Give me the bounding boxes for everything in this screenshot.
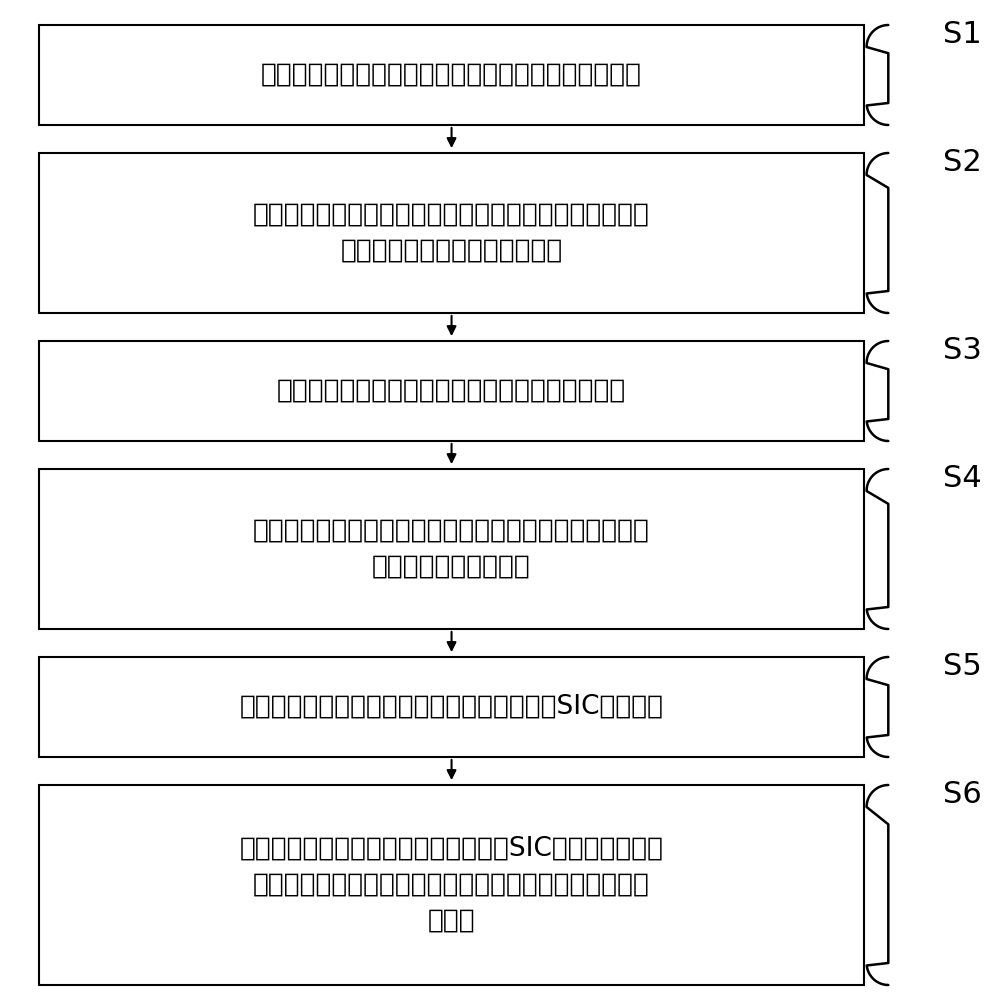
Bar [39, 25, 863, 125]
Text: S5: S5 [942, 652, 980, 681]
Text: 通过对估计的信道进行奇异值分解，得到模拟收发机；: 通过对估计的信道进行奇异值分解，得到模拟收发机； [260, 62, 642, 88]
Bar [39, 469, 863, 629]
Bar [39, 153, 863, 313]
Text: S4: S4 [942, 464, 980, 493]
Text: S6: S6 [942, 780, 980, 809]
Text: 对所述模拟收发机构造出等效的传输信道，通过所述等效
的传输信道初始化数字发射机；: 对所述模拟收发机构造出等效的传输信道，通过所述等效 的传输信道初始化数字发射机； [252, 202, 650, 264]
Text: 通过更新所述数字发射机，计算得到数字接收机；: 通过更新所述数字发射机，计算得到数字接收机； [277, 378, 625, 404]
Text: S1: S1 [942, 20, 980, 49]
Bar [39, 341, 863, 441]
Text: 计算所述模拟接收机、数字接收机以及SIC接收机的乘积以
及所述模拟发射机与数字发射机的乘积，设计得到混合收
发机。: 计算所述模拟接收机、数字接收机以及SIC接收机的乘积以 及所述模拟发射机与数字发… [240, 836, 663, 934]
Text: S3: S3 [942, 336, 980, 365]
Bar [39, 785, 863, 985]
Text: 对所述自干扰等效信道进行奇异值分解，得到SIC接收机；: 对所述自干扰等效信道进行奇异值分解，得到SIC接收机； [240, 694, 663, 720]
Text: 基于更新后的数字发射机、模拟发射机以及模拟接收机构
造出自干扰等效信道；: 基于更新后的数字发射机、模拟发射机以及模拟接收机构 造出自干扰等效信道； [252, 518, 650, 580]
Text: S2: S2 [942, 148, 980, 177]
Bar [39, 657, 863, 757]
